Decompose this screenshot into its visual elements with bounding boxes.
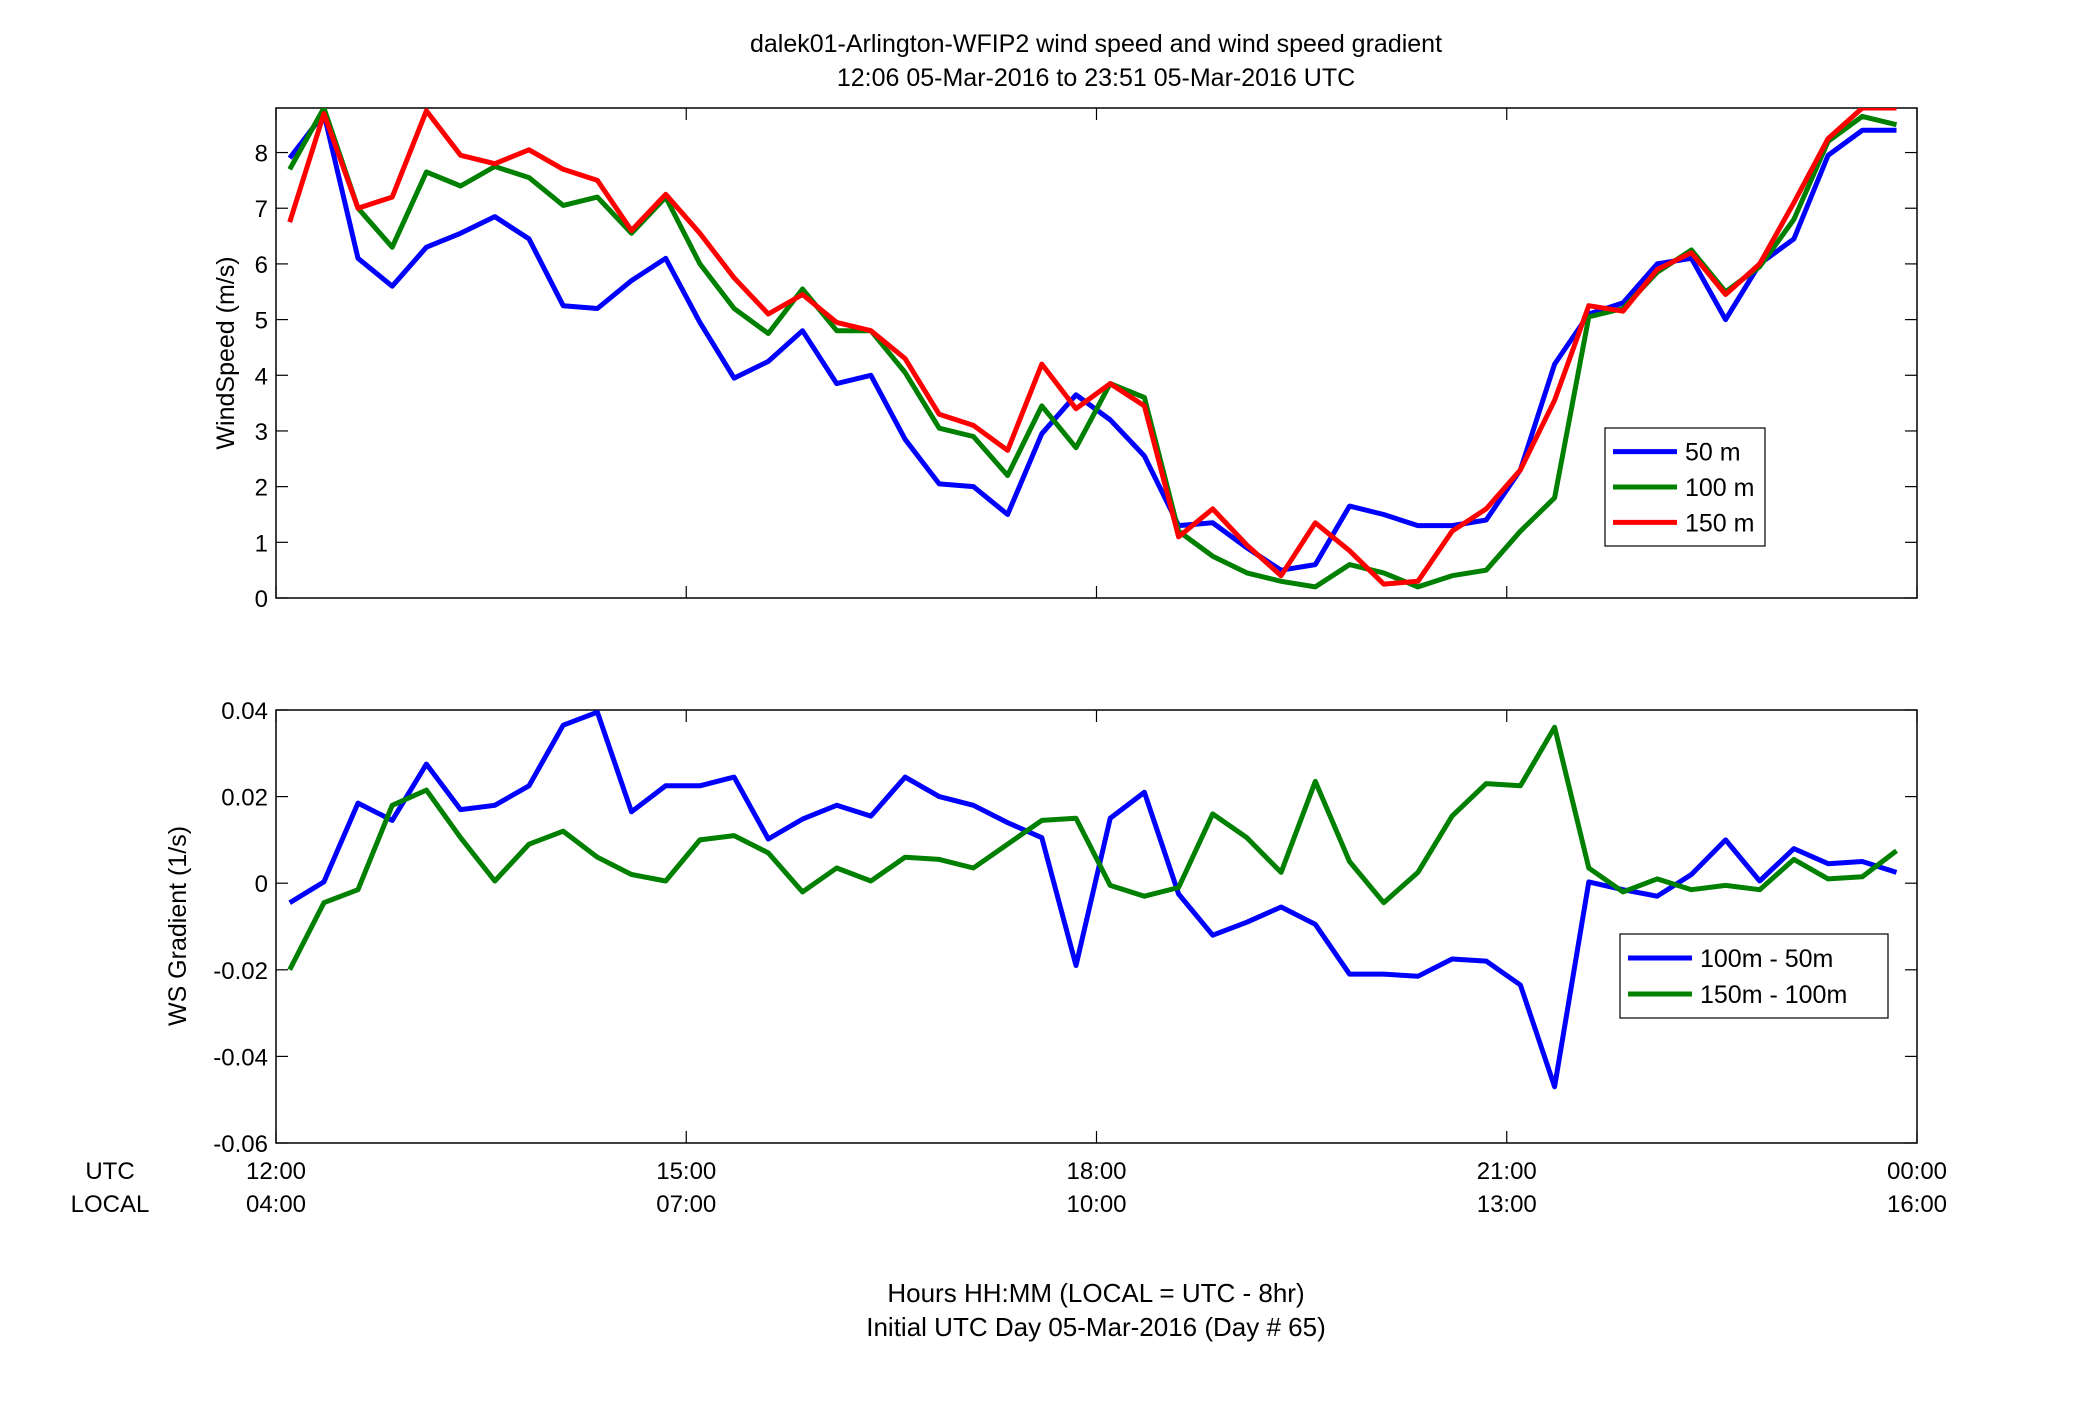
wind-speed-y-tick-label: 7	[255, 196, 268, 223]
ws-gradient-y-tick-label: -0.02	[213, 958, 268, 985]
x-tick-label-utc: 18:00	[1066, 1158, 1126, 1185]
chart-title-line2: 12:06 05-Mar-2016 to 23:51 05-Mar-2016 U…	[837, 64, 1355, 92]
wind-speed-y-tick-label: 4	[255, 363, 268, 390]
wind-speed-panel: 0 1 2 3 4 5 6 7 8 WindSpeed (m/s) 50 m 100 m 150 m	[212, 107, 1918, 613]
x-axis-label-line1: Hours HH:MM (LOCAL = UTC - 8hr)	[887, 1278, 1304, 1308]
x-tick-label-local: 04:00	[246, 1191, 306, 1218]
ws-gradient-series-line-150m-100m	[287, 724, 1899, 971]
wind-speed-y-tick-label: 8	[255, 141, 268, 168]
wind-speed-x-ticks	[275, 108, 1918, 598]
ws-gradient-legend-label: 150m - 100m	[1700, 981, 1847, 1009]
ws-gradient-series	[287, 710, 1899, 1090]
wind-speed-y-ticks: 0 1 2 3 4 5 6 7 8	[255, 141, 1917, 613]
x-row-label-local: LOCAL	[71, 1191, 150, 1218]
wind-speed-y-tick-label: 6	[255, 252, 268, 279]
ws-gradient-panel: -0.06 -0.04 -0.02 0 0.02 0.04 WS Gradient (1/…	[164, 698, 1918, 1158]
ws-gradient-legend: 100m - 50m 150m - 100m	[1619, 933, 1889, 1019]
wind-speed-series-line-50-m	[287, 111, 1897, 573]
x-tick-label-local: 13:00	[1477, 1191, 1537, 1218]
ws-gradient-legend-box	[1619, 933, 1889, 1019]
wind-speed-y-tick-label: 2	[255, 475, 268, 502]
chart-title-line1: dalek01-Arlington-WFIP2 wind speed and w…	[750, 30, 1442, 58]
x-row-label-utc: UTC	[85, 1158, 134, 1185]
x-tick-label-local: 16:00	[1887, 1191, 1947, 1218]
wind-speed-y-tick-label: 5	[255, 308, 268, 335]
ws-gradient-x-ticks	[275, 710, 1918, 1143]
x-tick-label-utc: 00:00	[1887, 1158, 1947, 1185]
wind-speed-legend-label: 50 m	[1685, 439, 1741, 467]
ws-gradient-y-tick-label: 0.04	[221, 698, 268, 725]
ws-gradient-plot-area	[275, 709, 1918, 1144]
x-tick-label-utc: 21:00	[1477, 1158, 1537, 1185]
x-tick-label-utc: 12:00	[246, 1158, 306, 1185]
ws-gradient-legend-label: 100m - 50m	[1700, 945, 1833, 973]
ws-gradient-y-tick-label: -0.06	[213, 1131, 268, 1158]
x-tick-label-local: 07:00	[656, 1191, 716, 1218]
wind-speed-series-line-150-m	[287, 108, 1897, 587]
ws-gradient-y-tick-label: 0.02	[221, 785, 268, 812]
wind-speed-y-tick-label: 1	[255, 530, 268, 557]
wind-speed-series	[287, 108, 1898, 590]
wind-speed-legend: 50 m 100 m 150 m	[1604, 427, 1766, 547]
x-tick-label-utc: 15:00	[656, 1158, 716, 1185]
wind-speed-y-tick-label: 3	[255, 419, 268, 446]
ws-gradient-y-axis-label: WS Gradient (1/s)	[164, 826, 192, 1026]
wind-speed-y-axis-label: WindSpeed (m/s)	[212, 256, 240, 449]
ws-gradient-y-tick-label: -0.04	[213, 1044, 268, 1071]
wind-speed-y-tick-label: 0	[255, 586, 268, 613]
ws-gradient-y-tick-label: 0	[255, 871, 268, 898]
x-axis-label-line2: Initial UTC Day 05-Mar-2016 (Day # 65)	[866, 1312, 1326, 1342]
wind-speed-legend-label: 150 m	[1685, 509, 1754, 537]
x-tick-label-local: 10:00	[1066, 1191, 1126, 1218]
ws-gradient-y-ticks: -0.06 -0.04 -0.02 0 0.02 0.04	[213, 698, 1917, 1158]
x-tick-labels: 12:00 04:00 15:00 07:00 18:00 10:00 21:00 13:00…	[246, 1158, 1947, 1218]
wind-speed-legend-label: 100 m	[1685, 474, 1754, 502]
